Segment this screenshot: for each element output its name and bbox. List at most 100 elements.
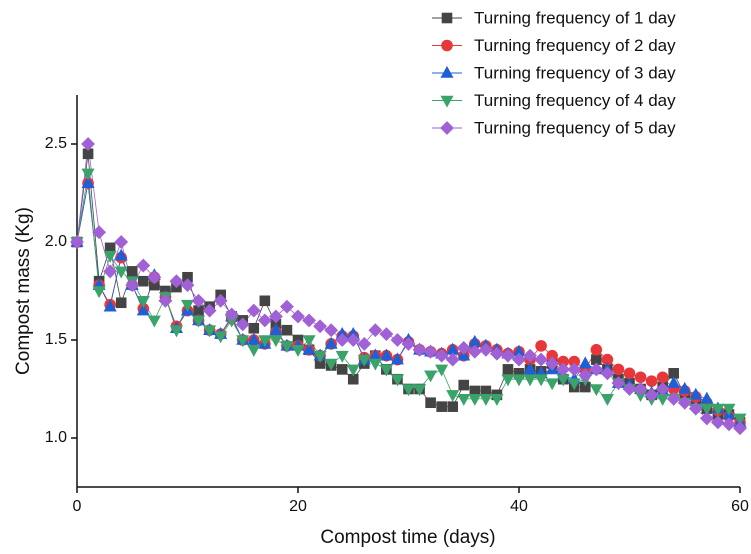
marker: [269, 323, 283, 336]
x-tick-label: 40: [510, 498, 528, 515]
marker: [435, 364, 449, 377]
marker: [114, 266, 128, 279]
marker: [257, 313, 272, 328]
marker: [368, 323, 383, 338]
marker: [324, 358, 338, 371]
y-tick-label: 1.5: [45, 331, 67, 348]
marker: [136, 258, 151, 273]
marker: [324, 336, 338, 349]
marker: [501, 348, 515, 363]
marker: [92, 286, 106, 299]
legend-marker: [440, 95, 454, 108]
marker: [192, 315, 206, 328]
marker: [535, 340, 547, 352]
marker: [733, 413, 747, 426]
marker: [213, 293, 228, 308]
marker: [169, 325, 183, 338]
marker: [136, 303, 150, 316]
marker: [700, 403, 714, 416]
legend-label: Turning frequency of 4 day: [474, 91, 676, 110]
marker: [722, 417, 736, 432]
marker: [291, 344, 305, 357]
marker: [656, 371, 669, 384]
marker: [70, 235, 84, 249]
marker: [711, 403, 725, 416]
marker: [644, 387, 659, 402]
marker: [379, 327, 394, 342]
marker: [280, 299, 294, 314]
marker: [92, 225, 107, 240]
marker: [412, 342, 427, 357]
marker: [357, 354, 371, 367]
marker: [700, 391, 714, 404]
marker: [457, 393, 471, 406]
legend-label: Turning frequency of 1 day: [474, 8, 676, 27]
y-tick-label: 2.0: [45, 233, 67, 250]
marker: [502, 364, 514, 375]
marker: [247, 344, 261, 357]
legend-marker: [440, 65, 454, 78]
marker: [302, 342, 316, 355]
marker: [722, 403, 736, 416]
marker: [247, 332, 261, 345]
marker: [446, 390, 460, 403]
marker: [335, 333, 350, 347]
marker: [688, 401, 703, 416]
marker: [545, 378, 559, 391]
marker: [302, 313, 316, 328]
marker: [291, 309, 305, 324]
marker: [379, 364, 393, 377]
marker: [645, 375, 658, 387]
marker: [413, 384, 427, 397]
marker: [434, 348, 449, 363]
marker: [655, 382, 670, 396]
marker: [479, 393, 493, 406]
marker: [567, 362, 582, 377]
marker: [214, 331, 228, 344]
marker: [236, 335, 250, 348]
marker: [423, 344, 438, 359]
marker: [458, 379, 470, 391]
x-tick-label: 60: [731, 498, 749, 515]
marker: [147, 315, 161, 328]
legend-marker: [441, 12, 453, 24]
marker: [689, 387, 703, 400]
marker: [368, 358, 382, 371]
marker: [336, 364, 348, 375]
marker: [710, 415, 725, 430]
marker: [191, 293, 206, 308]
marker: [346, 333, 361, 347]
marker: [567, 378, 581, 391]
marker: [401, 384, 416, 397]
marker: [622, 382, 637, 396]
marker: [545, 356, 560, 371]
marker: [158, 293, 173, 308]
legend-marker: [441, 39, 453, 52]
legend-label: Turning frequency of 3 day: [474, 63, 676, 82]
marker: [81, 137, 95, 151]
marker: [667, 375, 681, 388]
marker: [600, 366, 615, 381]
marker: [203, 325, 217, 338]
marker: [556, 362, 571, 377]
marker: [280, 341, 294, 354]
marker: [468, 393, 482, 406]
marker: [335, 350, 349, 363]
marker: [126, 266, 138, 277]
marker: [589, 384, 603, 397]
marker: [666, 391, 681, 406]
marker: [623, 367, 636, 380]
y-tick-label: 2.5: [45, 135, 67, 152]
marker: [401, 336, 416, 351]
legend-label: Turning frequency of 2 day: [474, 36, 676, 55]
marker: [147, 270, 162, 285]
marker: [268, 309, 283, 324]
marker: [235, 317, 250, 332]
marker: [259, 295, 271, 307]
marker: [125, 278, 140, 293]
marker: [138, 275, 149, 287]
marker: [169, 274, 184, 289]
y-tick-label: 1.0: [45, 429, 67, 446]
legend-marker: [440, 121, 454, 135]
marker: [678, 381, 692, 394]
